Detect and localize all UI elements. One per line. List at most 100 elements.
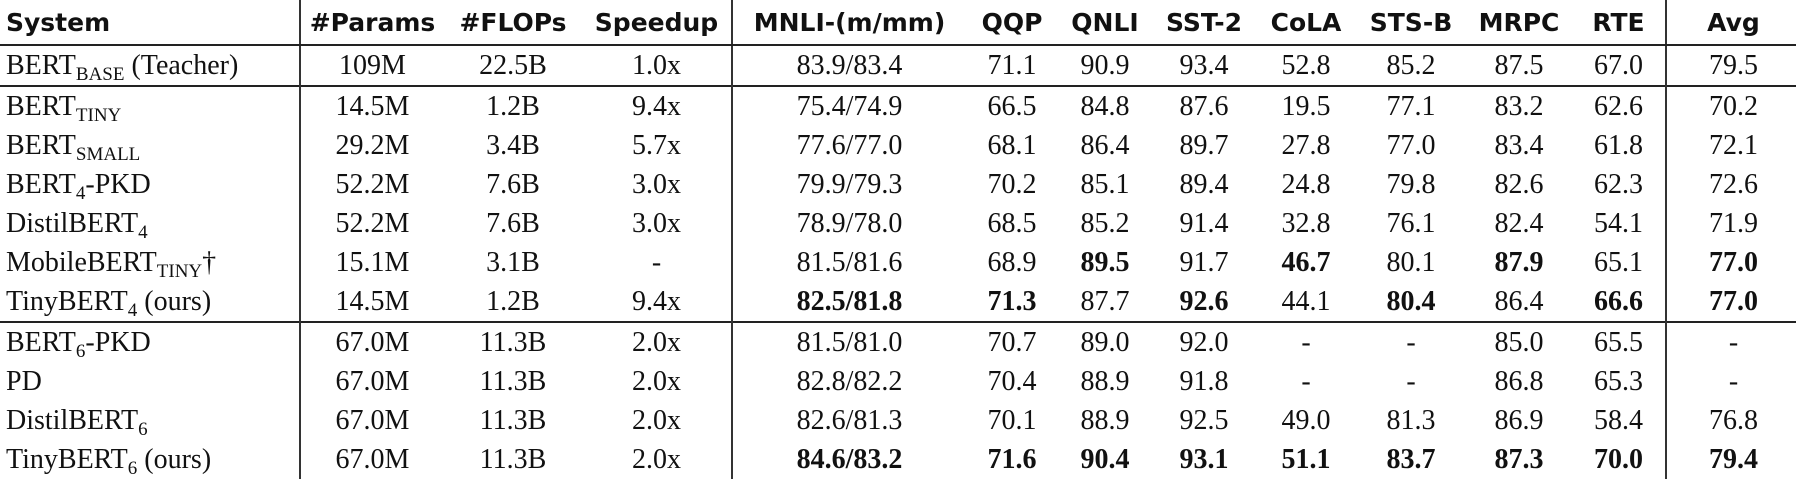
- value-cell: 91.4: [1179, 207, 1229, 239]
- value-cell: 67.0M: [335, 404, 410, 436]
- value-cell: 62.3: [1572, 165, 1667, 204]
- value-cell: 67.0M: [300, 321, 444, 362]
- value-cell: 67.0M: [335, 443, 410, 475]
- system-subscript: TINY: [75, 104, 122, 126]
- value-cell: 68.9: [987, 246, 1037, 278]
- table-row: PD 67.0M 11.3B 2.0x 82.8/82.2 70.4 88.9 91.8 - - 8…: [0, 362, 1796, 401]
- value-cell: 2.0x: [582, 321, 733, 362]
- value-cell: 87.9: [1494, 246, 1544, 278]
- header-cell: MRPC: [1466, 0, 1572, 46]
- value-cell: 52.2M: [335, 168, 410, 200]
- value-cell: 86.4: [1494, 285, 1544, 317]
- header-row: System #Params #FLOPs Speedup MNLI-(m/mm) QQP…: [0, 0, 1796, 46]
- value-cell: -: [1301, 365, 1311, 397]
- system-name: BERT: [6, 168, 76, 200]
- value-cell: 82.4: [1494, 207, 1544, 239]
- value-cell: 79.9/79.3: [796, 168, 903, 200]
- header-cell: MNLI-(m/mm): [732, 0, 966, 46]
- value-cell: 84.8: [1058, 85, 1152, 126]
- value-cell: 91.7: [1179, 246, 1229, 278]
- value-cell: 91.8: [1179, 365, 1229, 397]
- value-cell: 5.7x: [582, 126, 733, 165]
- system-cell: DistilBERT6: [0, 401, 301, 440]
- value-cell: 3.0x: [582, 204, 733, 243]
- system-cell: BERTSMALL: [0, 126, 301, 165]
- value-cell: 81.5/81.0: [732, 321, 966, 362]
- value-cell: 72.6: [1709, 168, 1758, 200]
- value-cell: 70.0: [1572, 440, 1667, 479]
- header-cell: QNLI: [1058, 0, 1152, 46]
- system-subscript: 6: [75, 340, 86, 362]
- value-cell: 27.8: [1281, 129, 1331, 161]
- value-cell: 1.0x: [582, 45, 733, 86]
- value-cell: 81.3: [1386, 404, 1436, 436]
- value-cell: 76.1: [1386, 207, 1436, 239]
- value-cell: 70.7: [966, 321, 1058, 362]
- system-name: DistilBERT: [6, 207, 139, 239]
- value-cell: 82.5/81.8: [796, 285, 903, 317]
- value-cell: 51.1: [1281, 443, 1331, 475]
- value-cell: 49.0: [1281, 404, 1331, 436]
- system-name: DistilBERT: [6, 404, 139, 436]
- value-cell: 1.2B: [444, 85, 582, 126]
- system-name: TinyBERT: [6, 443, 128, 475]
- value-cell: 11.3B: [444, 321, 582, 362]
- value-cell: 19.5: [1256, 85, 1356, 126]
- system-subscript: 4: [138, 221, 148, 243]
- value-cell: 32.8: [1281, 207, 1331, 239]
- system-cell: TinyBERT6 (ours): [0, 440, 301, 479]
- value-cell: 14.5M: [335, 285, 410, 317]
- system-cell: BERTBASE (Teacher): [0, 45, 301, 86]
- value-cell: 83.9/83.4: [796, 49, 903, 81]
- value-cell: 77.6/77.0: [796, 129, 903, 161]
- value-cell: 84.6/83.2: [796, 443, 903, 475]
- system-suffix: †: [202, 246, 217, 278]
- value-cell: 44.1: [1281, 285, 1331, 317]
- value-cell: 29.2M: [335, 129, 410, 161]
- header-cell: Speedup: [582, 0, 733, 46]
- table-row: BERT6-PKD 67.0M 11.3B 2.0x 81.5/81.0 70.7 89.0…: [0, 321, 1796, 362]
- value-cell: 90.4: [1080, 443, 1130, 475]
- value-cell: 9.4x: [582, 85, 733, 126]
- header-cell: #Params: [300, 0, 444, 46]
- system-subscript: 6: [127, 457, 138, 479]
- value-cell: 88.9: [1080, 365, 1130, 397]
- value-cell: 70.4: [987, 365, 1037, 397]
- value-cell: 52.8: [1281, 49, 1331, 81]
- value-cell: 87.3: [1494, 443, 1544, 475]
- table-row: DistilBERT4 52.2M 7.6B 3.0x 78.9/78.0 68.5 85.…: [0, 204, 1796, 243]
- system-suffix: (Teacher): [124, 49, 239, 81]
- system-cell: PD: [0, 362, 301, 401]
- system-suffix: -PKD: [85, 168, 151, 200]
- value-cell: 66.5: [966, 85, 1058, 126]
- system-suffix: (ours): [137, 285, 212, 317]
- value-cell: -: [1666, 321, 1796, 362]
- value-cell: 85.2: [1386, 49, 1436, 81]
- system-name: TinyBERT: [6, 285, 128, 317]
- table-row: BERTTINY 14.5M 1.2B 9.4x 75.4/74.9 66.5 84.8 87…: [0, 85, 1796, 126]
- value-cell: 1.2B: [486, 285, 540, 317]
- value-cell: 75.4/74.9: [732, 85, 966, 126]
- system-subscript: TINY: [156, 260, 203, 282]
- value-cell: 70.1: [987, 404, 1037, 436]
- value-cell: 86.4: [1080, 129, 1130, 161]
- value-cell: 46.7: [1281, 246, 1331, 278]
- value-cell: 93.1: [1179, 443, 1229, 475]
- header-cell: STS-B: [1356, 0, 1466, 46]
- table-row: MobileBERTTINY† 15.1M 3.1B - 81.5/81.6 68.9 89…: [0, 243, 1796, 282]
- value-cell: 89.5: [1080, 246, 1130, 278]
- system-suffix: -PKD: [85, 326, 151, 358]
- value-cell: 7.6B: [486, 207, 540, 239]
- system-cell: MobileBERTTINY†: [0, 243, 301, 282]
- value-cell: 83.2: [1466, 85, 1572, 126]
- header-cell: #FLOPs: [444, 0, 582, 46]
- value-cell: 65.3: [1572, 362, 1667, 401]
- table-row: TinyBERT4 (ours) 14.5M 1.2B 9.4x 82.5/81.8 71…: [0, 282, 1796, 322]
- value-cell: -: [1256, 321, 1356, 362]
- table-row: BERTBASE (Teacher) 109M 22.5B 1.0x 83.9/83.4…: [0, 45, 1796, 86]
- value-cell: 15.1M: [335, 246, 410, 278]
- value-cell: 85.0: [1466, 321, 1572, 362]
- value-cell: 24.8: [1281, 168, 1331, 200]
- value-cell: 82.8/82.2: [796, 365, 903, 397]
- header-cell: CoLA: [1256, 0, 1356, 46]
